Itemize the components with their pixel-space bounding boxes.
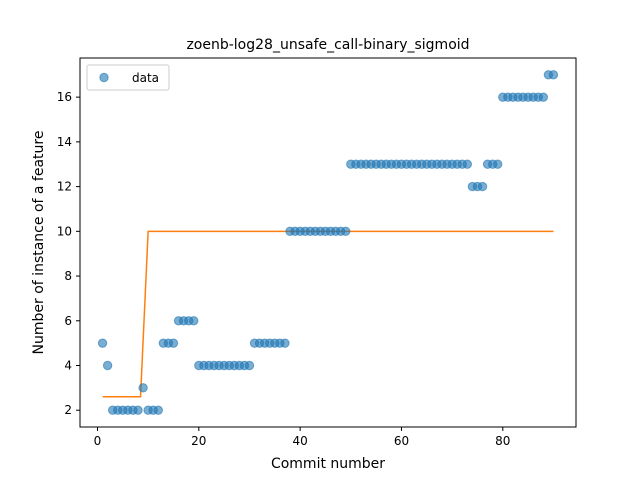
data-point — [281, 339, 289, 347]
data-point — [549, 71, 557, 79]
y-tick-label: 12 — [57, 180, 72, 194]
x-tick-label: 60 — [394, 434, 409, 448]
data-point — [98, 339, 106, 347]
x-tick-label: 80 — [495, 434, 510, 448]
x-axis-label: Commit number — [271, 456, 385, 472]
y-tick-label: 10 — [57, 224, 72, 238]
x-tick-label: 20 — [191, 434, 206, 448]
data-point — [463, 160, 471, 168]
y-axis-label: Number of instance of a feature — [31, 131, 47, 355]
legend-marker-data — [100, 73, 108, 81]
data-point — [539, 93, 547, 101]
data-point — [139, 384, 147, 392]
legend-entry-data: data — [132, 71, 159, 85]
y-tick-label: 4 — [64, 359, 72, 373]
data-point — [154, 406, 162, 414]
data-point — [478, 182, 486, 190]
y-tick-label: 6 — [64, 314, 72, 328]
x-tick-label: 40 — [292, 434, 307, 448]
chart-title: zoenb-log28_unsafe_call-binary_sigmoid — [186, 37, 469, 53]
y-tick-label: 14 — [57, 135, 72, 149]
data-point — [169, 339, 177, 347]
data-point — [245, 361, 253, 369]
data-point — [342, 227, 350, 235]
x-tick-label: 0 — [94, 434, 102, 448]
data-point — [103, 361, 111, 369]
y-tick-label: 8 — [64, 269, 72, 283]
data-point — [134, 406, 142, 414]
data-point — [190, 317, 198, 325]
y-tick-label: 16 — [57, 90, 72, 104]
y-tick-label: 2 — [64, 403, 72, 417]
legend: data — [87, 65, 169, 90]
data-point — [494, 160, 502, 168]
